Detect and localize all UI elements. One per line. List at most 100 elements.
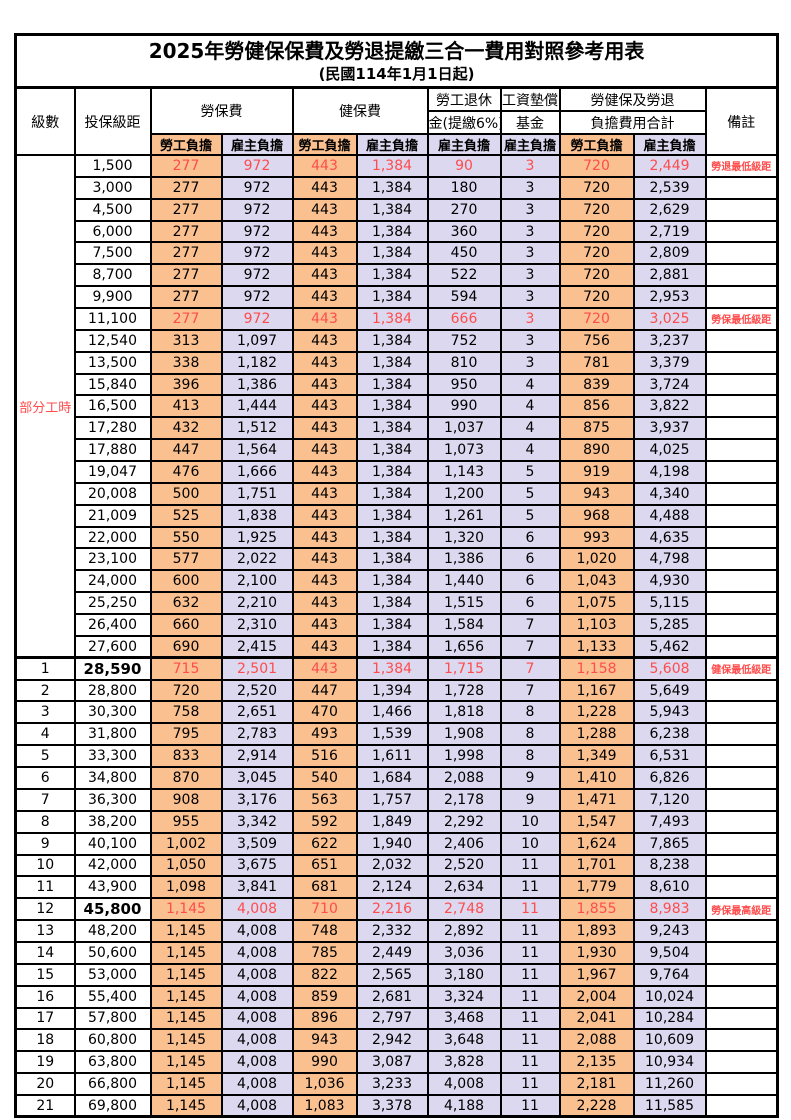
cell-health-employee: 443 [291,154,358,178]
cell-labor-employee: 720 [149,678,223,703]
header-level: 級數 [14,86,76,156]
cell-total-employer: 4,488 [632,503,707,528]
cell-health-employer: 2,681 [355,984,429,1009]
cell-health-employee: 443 [291,175,358,200]
header-pension-line2: 金(提繳6%) [426,110,502,135]
cell-bracket: 33,300 [73,744,152,769]
cell-labor-employee: 833 [149,744,223,769]
cell-health-employee: 443 [291,285,358,310]
cell-pension-employer: 360 [426,219,502,244]
cell-total-employer: 8,983 [632,897,707,922]
cell-labor-employee: 1,145 [149,940,223,965]
cell-bracket: 45,800 [73,897,152,922]
cell-pension-employer: 4,008 [426,1072,502,1096]
cell-bracket: 9,900 [73,285,152,310]
header-wage-fund-line2: 基金 [499,110,561,135]
cell-bracket: 43,900 [73,875,152,900]
cell-pension-employer: 4,188 [426,1093,502,1118]
cell-total-employee: 720 [558,175,635,200]
cell-pension-employer: 594 [426,285,502,310]
cell-remark [704,1050,779,1075]
cell-health-employee: 443 [291,372,358,397]
cell-total-employee: 1,043 [558,569,635,594]
cell-total-employer: 2,719 [632,219,707,244]
cell-labor-employee: 1,145 [149,1050,223,1075]
table-row: 3 30,300 758 2,651 470 1,466 1,818 8 1,228 5,943 [14,700,779,725]
cell-bracket: 3,000 [73,175,152,200]
cell-remark [704,722,779,747]
table-row: 22,000 550 1,925 443 1,384 1,320 6 993 4,635 [16,525,779,550]
cell-remark [704,241,779,266]
cell-health-employer: 1,384 [355,503,429,528]
cell-labor-employer: 2,022 [220,547,294,572]
cell-group-part-time: 部分工時 [14,154,76,659]
cell-labor-employer: 972 [220,197,294,222]
cell-health-employee: 785 [291,940,358,965]
cell-wage-fund-employer: 11 [499,1050,561,1075]
cell-health-employee: 990 [291,1050,358,1075]
table-row: 18 60,800 1,145 4,008 943 2,942 3,648 11 2,088 10… [14,1028,779,1053]
cell-health-employer: 1,539 [355,722,429,747]
cell-health-employee: 443 [291,241,358,266]
cell-total-employer: 5,462 [632,634,707,659]
cell-health-employer: 1,384 [355,285,429,310]
cell-total-employer: 8,610 [632,875,707,900]
cell-total-employer: 11,585 [632,1093,707,1118]
table-row: 8 38,200 955 3,342 592 1,849 2,292 10 1,547 7,493 [14,809,779,834]
cell-bracket: 48,200 [73,919,152,943]
table-row: 12 45,800 1,145 4,008 710 2,216 2,748 11 1,855 8,… [14,897,779,922]
cell-health-employer: 1,384 [355,372,429,397]
cell-pension-employer: 752 [426,328,502,353]
cell-bracket: 55,400 [73,984,152,1009]
cell-wage-fund-employer: 5 [499,503,561,528]
cell-pension-employer: 1,386 [426,547,502,572]
cell-bracket: 31,800 [73,722,152,747]
cell-wage-fund-employer: 5 [499,460,561,484]
cell-health-employer: 1,384 [355,307,429,331]
cell-wage-fund-employer: 11 [499,1006,561,1031]
cell-labor-employee: 1,145 [149,1028,223,1053]
subheader-row: 勞工負擔 雇主負擔 勞工負擔 雇主負擔 雇主負擔 雇主負擔 勞工負擔 雇主負擔 [16,133,778,156]
cell-total-employer: 6,238 [632,722,707,747]
cell-remark [704,613,779,637]
cell-bracket: 50,600 [73,940,152,965]
cell-pension-employer: 270 [426,197,502,222]
cell-labor-employee: 432 [149,416,223,441]
table-row: 9,900 277 972 443 1,384 594 3 720 2,953 [16,285,779,310]
cell-total-employer: 9,504 [632,940,707,965]
cell-health-employer: 1,384 [355,416,429,441]
cell-labor-employer: 1,386 [220,372,294,397]
cell-total-employee: 1,624 [558,831,635,856]
cell-health-employee: 443 [291,613,358,637]
cell-total-employer: 6,826 [632,766,707,790]
cell-health-employer: 1,384 [355,328,429,353]
table-row: 9 40,100 1,002 3,509 622 1,940 2,406 10 1,624 7,8… [14,831,779,856]
table-row: 13 48,200 1,145 4,008 748 2,332 2,892 11 1,893 9,… [14,919,779,943]
cell-labor-employee: 525 [149,503,223,528]
cell-health-employee: 443 [291,438,358,463]
cell-wage-fund-employer: 7 [499,613,561,637]
cell-total-employer: 4,340 [632,481,707,506]
cell-wage-fund-employer: 3 [499,328,561,353]
cell-level: 16 [14,984,76,1009]
cell-pension-employer: 2,634 [426,875,502,900]
cell-total-employee: 875 [558,416,635,441]
cell-total-employer: 5,649 [632,678,707,703]
cell-pension-employer: 3,828 [426,1050,502,1075]
cell-health-employer: 1,384 [355,634,429,659]
cell-total-employee: 2,004 [558,984,635,1009]
cell-bracket: 21,009 [73,503,152,528]
cell-bracket: 23,100 [73,547,152,572]
cell-labor-employee: 1,145 [149,1006,223,1031]
cell-bracket: 15,840 [73,372,152,397]
table-row: 20 66,800 1,145 4,008 1,036 3,233 4,008 11 2,181… [14,1072,779,1096]
cell-bracket: 13,500 [73,350,152,375]
cell-total-employee: 720 [558,307,635,331]
cell-labor-employee: 1,145 [149,1093,223,1118]
cell-labor-employer: 972 [220,241,294,266]
header-wage-fund-line1: 工資墊償 [499,86,561,112]
cell-labor-employer: 972 [220,154,294,178]
cell-health-employer: 1,940 [355,831,429,856]
cell-total-employer: 9,764 [632,962,707,987]
cell-health-employee: 943 [291,1028,358,1053]
